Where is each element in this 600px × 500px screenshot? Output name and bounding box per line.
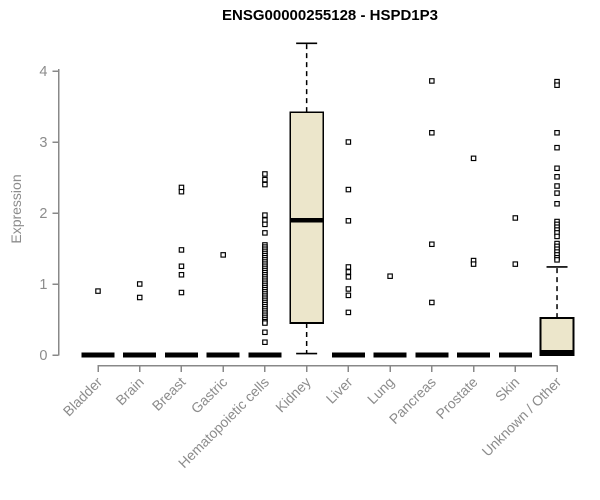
outlier-point <box>554 129 560 136</box>
x-tick-label: Liver <box>323 374 356 407</box>
outlier-point <box>345 292 352 299</box>
x-tick-label: Unknown / Other <box>479 374 565 460</box>
chart-title: ENSG00000255128 - HSPD1P3 <box>222 7 438 24</box>
median-line <box>415 352 449 358</box>
outlier-point <box>262 329 268 336</box>
outlier-point <box>345 269 352 275</box>
outlier-point <box>345 274 352 280</box>
median-line <box>498 352 532 358</box>
outlier-point <box>178 271 185 278</box>
box-group <box>81 288 115 358</box>
box-group <box>206 252 240 358</box>
outlier-point <box>554 144 560 151</box>
outlier-point <box>554 257 560 263</box>
outlier-point <box>470 155 477 162</box>
y-tick-label: 1 <box>39 277 47 293</box>
outlier-point <box>262 171 268 177</box>
box-group <box>457 155 491 358</box>
y-tick-label: 0 <box>39 348 47 364</box>
x-tick-label: Lung <box>364 374 397 407</box>
median-line <box>206 352 240 358</box>
median-line <box>540 349 574 355</box>
outlier-point <box>429 78 435 84</box>
outlier-point <box>136 294 143 301</box>
outlier-point <box>554 82 560 88</box>
box-group <box>373 273 407 358</box>
outlier-point <box>429 241 435 248</box>
outlier-point <box>345 309 352 316</box>
outlier-point <box>429 129 435 136</box>
outlier-point <box>220 252 226 258</box>
median-line <box>290 217 324 223</box>
outlier-point <box>178 263 185 270</box>
median-line <box>164 352 198 358</box>
outlier-point <box>387 273 393 279</box>
x-tick-label: Kidney <box>272 374 314 416</box>
outlier-point <box>345 218 352 224</box>
median-line <box>123 352 157 358</box>
box-group <box>415 78 449 358</box>
outlier-point <box>178 247 185 253</box>
outlier-point <box>345 186 352 193</box>
outlier-point <box>262 230 268 236</box>
box-group <box>331 139 365 358</box>
axes <box>52 69 558 372</box>
y-tick-label: 4 <box>39 64 47 80</box>
outlier-point <box>345 139 352 145</box>
median-line <box>331 352 365 358</box>
box-group <box>123 281 157 358</box>
outlier-point <box>262 176 268 183</box>
box-group <box>498 215 532 358</box>
box-group <box>164 184 198 358</box>
outlier-point <box>262 221 268 228</box>
outlier-point <box>554 174 560 180</box>
outlier-point <box>262 320 268 326</box>
outlier-point <box>136 281 143 287</box>
y-tick-label: 3 <box>39 135 47 151</box>
outlier-point <box>554 190 560 196</box>
median-line <box>81 352 115 358</box>
box-group <box>289 42 324 355</box>
x-tick-label: Bladder <box>60 374 106 420</box>
outlier-point <box>429 299 435 306</box>
median-line <box>373 352 407 358</box>
iqr-box <box>289 111 324 324</box>
outlier-point <box>470 261 477 267</box>
outlier-point <box>178 289 185 296</box>
box-group <box>248 171 282 358</box>
outlier-point <box>554 183 560 189</box>
outlier-point <box>345 264 352 270</box>
median-line <box>248 352 282 358</box>
x-tick-label: Prostate <box>433 374 481 422</box>
outlier-point <box>554 165 560 172</box>
x-tick-label: Brain <box>112 374 146 408</box>
outlier-point <box>262 339 268 345</box>
x-tick-label: Skin <box>492 374 523 405</box>
outlier-point <box>512 261 519 267</box>
outlier-point <box>178 188 185 195</box>
outlier-point <box>262 181 268 188</box>
box-group <box>539 78 575 356</box>
y-tick-label: 2 <box>39 206 47 222</box>
outlier-point <box>95 288 101 294</box>
outlier-point <box>262 212 268 218</box>
median-line <box>457 352 491 358</box>
outlier-point <box>554 200 560 207</box>
outlier-point <box>345 286 352 292</box>
x-tick-label: Breast <box>149 374 189 414</box>
outlier-point <box>512 215 519 221</box>
iqr-box <box>539 317 575 356</box>
outlier-point <box>554 233 560 240</box>
